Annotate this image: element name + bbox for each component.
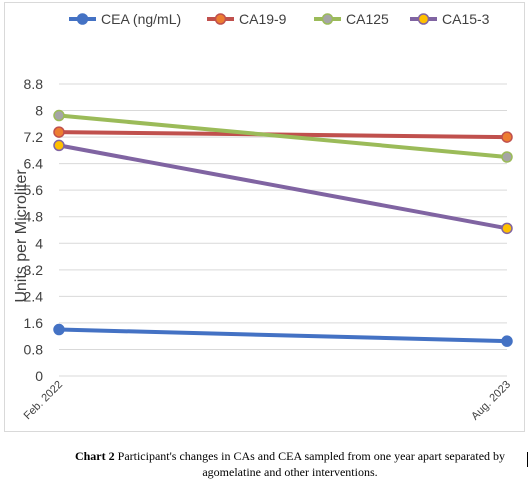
y-tick-label: 7.2 xyxy=(24,129,44,145)
legend-item: CA19-9 xyxy=(207,11,287,27)
series-0 xyxy=(53,323,513,347)
data-point xyxy=(53,109,65,122)
data-point xyxy=(53,139,65,152)
y-tick-label: 1.6 xyxy=(24,315,44,331)
series-line xyxy=(57,143,509,231)
y-tick-label: 3.2 xyxy=(24,262,44,278)
y-axis-label: Units per Microliter xyxy=(13,169,30,303)
legend-label: CA15-3 xyxy=(442,11,490,27)
y-tick-label: 2.4 xyxy=(24,288,44,304)
chart-frame: CEA (ng/mL) CA19-9 CA125 CA15-3 0 0.8 1.6 2.4 3… xyxy=(4,2,525,432)
legend-item: CA15-3 xyxy=(410,11,490,27)
legend-label: CEA (ng/mL) xyxy=(101,11,181,27)
data-point xyxy=(53,126,65,138)
x-axis-ticks: Feb. 2022 Aug. 2023 xyxy=(22,379,514,423)
y-axis-ticks: 0 0.8 1.6 2.4 3.2 4 4.8 5.6 6.4 7.2 8 8.8 xyxy=(24,76,44,384)
series-lines xyxy=(53,109,513,347)
y-tick-label: 0.8 xyxy=(24,341,44,357)
caption-label: Chart 2 xyxy=(74,449,115,463)
y-tick-label: 8 xyxy=(35,103,43,119)
data-point xyxy=(501,335,513,347)
series-line xyxy=(57,113,509,159)
data-point xyxy=(501,151,513,163)
legend-swatch-marker xyxy=(214,13,227,25)
y-tick-label: 0 xyxy=(35,368,43,384)
series-3 xyxy=(53,139,513,235)
series-line xyxy=(57,327,509,344)
legend-swatch-marker xyxy=(417,13,430,25)
text-cursor xyxy=(527,452,528,467)
y-tick-label: 5.6 xyxy=(24,182,44,198)
series-2 xyxy=(53,109,513,163)
legend-swatch-marker xyxy=(321,13,334,25)
caption-text: Participant's changes in CAs and CEA sam… xyxy=(117,449,506,479)
data-point xyxy=(501,222,513,235)
legend-item: CEA (ng/mL) xyxy=(69,11,181,27)
legend-item: CA125 xyxy=(314,11,389,27)
legend: CEA (ng/mL) CA19-9 CA125 CA15-3 xyxy=(69,11,490,27)
x-tick-label: Aug. 2023 xyxy=(469,379,513,423)
y-tick-label: 6.4 xyxy=(24,156,44,172)
legend-label: CA125 xyxy=(346,11,389,27)
data-point xyxy=(53,323,65,336)
data-point xyxy=(501,131,513,143)
legend-swatch-marker xyxy=(76,13,89,25)
line-chart: CEA (ng/mL) CA19-9 CA125 CA15-3 0 0.8 1.6 2.4 3… xyxy=(13,11,514,423)
y-tick-label: 4 xyxy=(35,235,43,251)
y-tick-label: 4.8 xyxy=(24,209,44,225)
y-tick-label: 8.8 xyxy=(24,76,44,92)
legend-label: CA19-9 xyxy=(239,11,287,27)
x-tick-label: Feb. 2022 xyxy=(22,379,66,423)
chart-caption: Chart 2 Participant's changes in CAs and… xyxy=(60,448,520,480)
